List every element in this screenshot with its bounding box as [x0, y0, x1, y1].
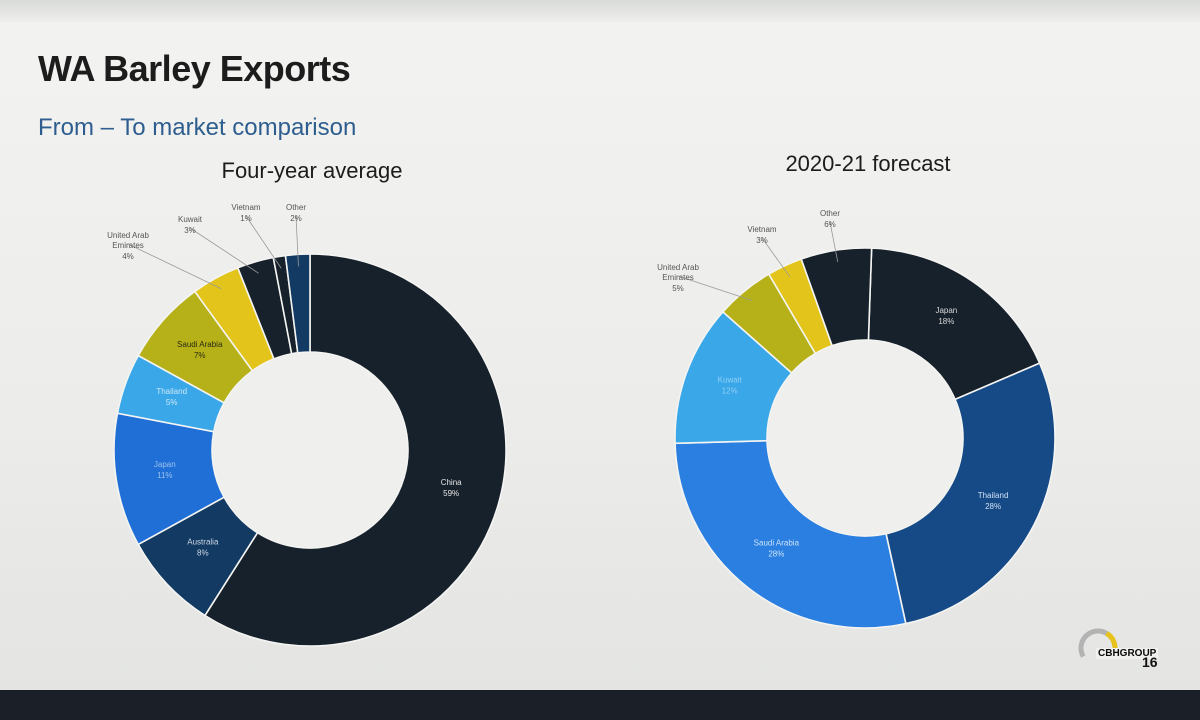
donut-hole [213, 353, 407, 547]
slice-value-other: 2% [290, 214, 302, 223]
donut-charts: Four-year average China 59% Australia 8% Japa… [107, 151, 1056, 647]
slice-value-united-arab-emirates: 4% [122, 252, 134, 261]
leader-line-vietnam [761, 237, 791, 277]
slice-label-vietnam: Vietnam [747, 225, 777, 234]
leader-line-united-arab-emirates [677, 275, 753, 301]
slice-value-kuwait: 3% [184, 226, 196, 235]
leader-line-vietnam [245, 215, 282, 269]
slice-label-united-arab-emirates: Emirates [662, 273, 694, 282]
brand-name: CBHGROUP [1096, 648, 1159, 659]
slice-label-australia: Australia [187, 538, 219, 547]
leader-line-other [829, 221, 839, 263]
slice-label-china: China [441, 478, 462, 487]
slide: WA Barley Exports From – To market compa… [0, 0, 1200, 690]
slice-label-united-arab-emirates: United Arab [107, 231, 149, 240]
slice-value-vietnam: 3% [756, 236, 768, 245]
leader-line-united-arab-emirates [127, 243, 222, 290]
slice-value-australia: 8% [197, 549, 209, 558]
slice-label-japan: Japan [154, 460, 176, 469]
slice-label-other: Other [286, 203, 306, 212]
slice-thailand [885, 362, 1056, 625]
slice-label-kuwait: Kuwait [718, 376, 743, 385]
slice-label-japan: Japan [935, 306, 957, 315]
leader-line-kuwait [189, 227, 259, 274]
slice-value-other: 6% [824, 220, 836, 229]
slice-value-united-arab-emirates: 5% [672, 284, 684, 293]
slice-japan [867, 247, 1041, 401]
cbh-logo-icon [1078, 628, 1118, 668]
slice-value-thailand: 5% [166, 398, 178, 407]
slice-label-saudi-arabia: Saudi Arabia [754, 538, 800, 547]
slice-value-japan: 18% [938, 317, 954, 326]
slice-label-thailand: Thailand [156, 387, 187, 396]
slice-label-other: Other [820, 209, 840, 218]
chart-title: 2020-21 forecast [785, 151, 950, 176]
screen-bezel [0, 690, 1200, 720]
chart-2020-21-forecast: 2020-21 forecast Japan 18% Thailand 28% Saudi… [657, 151, 1056, 629]
slice-value-saudi-arabia: 28% [768, 549, 784, 558]
donut-hole [768, 341, 962, 535]
slice-label-united-arab-emirates: Emirates [112, 241, 144, 250]
page-number: 16 [1142, 654, 1158, 670]
slice-label-united-arab-emirates: United Arab [657, 263, 699, 272]
chart-title: Four-year average [222, 158, 403, 183]
slice-saudi-arabia [674, 439, 907, 629]
slice-other [284, 253, 311, 354]
slice-value-vietnam: 1% [240, 214, 252, 223]
slice-china [203, 253, 507, 647]
slice-value-china: 59% [443, 489, 459, 498]
slice-value-thailand: 28% [985, 502, 1001, 511]
slide-top-band [0, 0, 1200, 22]
slice-label-saudi-arabia: Saudi Arabia [177, 340, 223, 349]
leader-line-other [295, 215, 299, 267]
slice-value-saudi-arabia: 7% [194, 351, 206, 360]
chart-four-year-average: Four-year average China 59% Australia 8% Japa… [107, 158, 507, 647]
slide-subtitle: From – To market comparison [38, 114, 357, 141]
slice-value-japan: 11% [157, 471, 172, 480]
slice-label-vietnam: Vietnam [231, 203, 261, 212]
slide-title: WA Barley Exports [38, 48, 351, 89]
slice-label-kuwait: Kuwait [178, 215, 203, 224]
slice-other [800, 247, 873, 347]
slice-value-kuwait: 12% [722, 387, 738, 396]
slice-label-thailand: Thailand [978, 491, 1009, 500]
